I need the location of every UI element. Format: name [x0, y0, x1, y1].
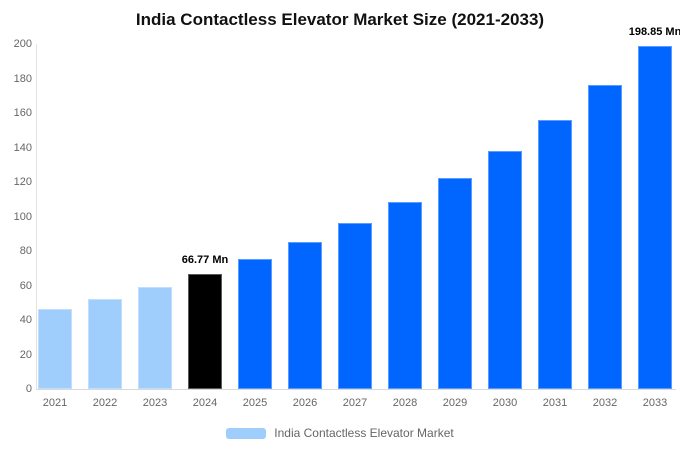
legend-item[interactable]: India Contactless Elevator Market — [0, 426, 680, 440]
y-axis-label-60: 60 — [19, 279, 32, 292]
bar-2025[interactable] — [238, 259, 272, 389]
data-label-2033: 198.85 Mn — [628, 26, 680, 38]
bar-2024[interactable] — [188, 274, 222, 389]
bar-2033[interactable] — [638, 46, 672, 389]
y-axis-label-80: 80 — [19, 245, 32, 257]
bar-2032[interactable] — [588, 85, 622, 389]
bar-2026[interactable] — [288, 242, 322, 389]
y-axis-label-40: 40 — [19, 314, 32, 326]
legend-label: India Contactless Elevator Market — [274, 426, 454, 440]
x-axis-label-2025: 2025 — [242, 397, 268, 409]
x-axis-baseline — [36, 389, 676, 390]
bar-2028[interactable] — [388, 202, 422, 389]
y-axis-line — [36, 44, 37, 389]
x-axis-label-2031: 2031 — [542, 397, 568, 409]
bar-2027[interactable] — [338, 223, 372, 389]
x-axis-label-2029: 2029 — [442, 397, 468, 409]
x-axis-label-2024: 2024 — [192, 397, 218, 409]
y-axis-label-20: 20 — [19, 348, 32, 361]
y-axis-label-120: 120 — [13, 176, 32, 188]
y-axis-label-160: 160 — [13, 107, 32, 119]
y-axis-label-200: 200 — [13, 38, 32, 50]
y-axis-label-180: 180 — [13, 72, 32, 85]
bar-2023[interactable] — [138, 287, 172, 389]
x-axis-label-2027: 2027 — [342, 397, 368, 409]
data-label-2024: 66.77 Mn — [181, 254, 229, 266]
bar-2030[interactable] — [488, 151, 522, 389]
y-axis-label-140: 140 — [13, 141, 32, 154]
x-axis-label-2022: 2022 — [92, 397, 118, 409]
x-axis-label-2026: 2026 — [292, 397, 318, 409]
x-axis-label-2023: 2023 — [142, 397, 168, 409]
y-axis-label-100: 100 — [13, 210, 32, 223]
bar-2021[interactable] — [38, 309, 72, 389]
bar-2031[interactable] — [538, 120, 572, 389]
bar-2022[interactable] — [88, 299, 122, 389]
chart-title: India Contactless Elevator Market Size (… — [135, 10, 545, 29]
x-axis-label-2028: 2028 — [392, 397, 418, 409]
legend-swatch — [226, 427, 267, 439]
x-axis-label-2033: 2033 — [642, 397, 668, 409]
x-axis-label-2030: 2030 — [492, 397, 518, 409]
bar-2029[interactable] — [438, 178, 472, 389]
y-axis-label-0: 0 — [25, 383, 32, 395]
x-axis-label-2032: 2032 — [592, 397, 618, 409]
x-axis-label-2021: 2021 — [42, 397, 68, 409]
